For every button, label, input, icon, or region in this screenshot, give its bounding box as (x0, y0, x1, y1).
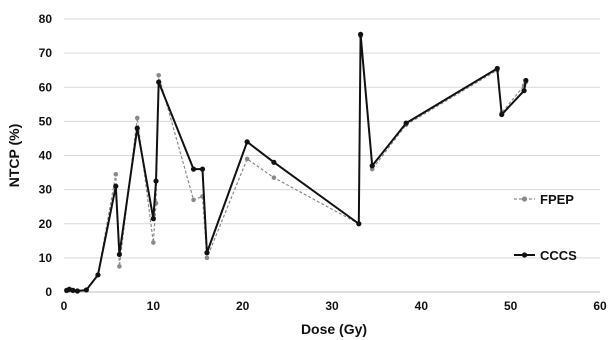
y-tick-label-10: 10 (39, 251, 53, 265)
data-point-fpep-9 (151, 240, 156, 245)
data-point-cccs-6 (113, 183, 119, 189)
data-point-cccs-13 (199, 166, 206, 172)
data-point-cccs-22 (499, 111, 505, 118)
y-tick-label-60: 60 (39, 80, 53, 94)
series-line-fpep (66, 35, 527, 292)
data-point-cccs-21 (494, 65, 500, 72)
data-point-cccs-14 (204, 250, 210, 256)
data-point-cccs-5 (95, 272, 101, 278)
x-tick-label-60: 60 (593, 299, 607, 313)
data-point-cccs-17 (356, 221, 362, 227)
data-point-fpep-16 (271, 175, 277, 180)
x-tick-label-40: 40 (415, 299, 429, 313)
data-point-cccs-8 (134, 125, 140, 131)
y-tick-label-40: 40 (39, 149, 53, 163)
legend: FPEP CCCS (514, 192, 577, 263)
data-point-cccs-19 (369, 163, 375, 169)
data-point-fpep-7 (117, 264, 122, 269)
data-point-cccs-9 (150, 216, 156, 222)
legend-marker-cccs (521, 252, 528, 258)
y-tick-label-20: 20 (39, 217, 53, 231)
legend-label-cccs: CCCS (540, 248, 577, 263)
data-point-cccs-23 (521, 88, 527, 94)
data-point-fpep-6 (113, 171, 119, 177)
data-point-cccs-20 (403, 120, 409, 126)
legend-marker-fpep (521, 196, 528, 202)
data-point-cccs-11 (156, 79, 162, 85)
data-point-cccs-24 (523, 77, 529, 84)
y-tick-label-30: 30 (39, 183, 53, 197)
x-axis-title: Dose (Gy) (301, 321, 367, 337)
data-point-cccs-16 (271, 159, 277, 165)
data-point-fpep-12 (191, 197, 196, 203)
data-point-fpep-8 (134, 115, 140, 121)
data-point-cccs-15 (244, 139, 250, 145)
y-tick-label-50: 50 (39, 114, 53, 128)
data-point-cccs-12 (190, 166, 197, 172)
data-point-cccs-18 (357, 31, 364, 37)
data-point-cccs-2 (70, 287, 76, 293)
data-point-cccs-7 (116, 251, 122, 258)
data-point-cccs-3 (74, 288, 80, 294)
data-point-fpep-14 (204, 255, 210, 261)
x-tick-label-50: 50 (504, 299, 518, 313)
y-tick-label-70: 70 (39, 46, 53, 60)
x-tick-label-30: 30 (325, 299, 339, 313)
y-tick-label-80: 80 (39, 12, 53, 26)
data-point-cccs-4 (83, 287, 89, 293)
data-point-cccs-10 (153, 178, 159, 184)
series (64, 31, 529, 294)
y-tick-label-0: 0 (45, 285, 52, 299)
data-point-fpep-11 (156, 73, 161, 78)
gridlines (64, 18, 600, 259)
y-axis-title: NTCP (%) (6, 124, 22, 188)
series-line-cccs (66, 33, 527, 292)
x-tick-label-10: 10 (147, 299, 161, 313)
x-tick-label-0: 0 (61, 299, 68, 313)
x-tick-label-20: 20 (236, 299, 250, 313)
legend-label-fpep: FPEP (540, 192, 574, 207)
axes: 0 10 20 30 40 50 60 0 10 20 30 40 50 60 70 80 Dose (Gy) N… (6, 12, 607, 337)
data-point-fpep-15 (244, 156, 250, 162)
